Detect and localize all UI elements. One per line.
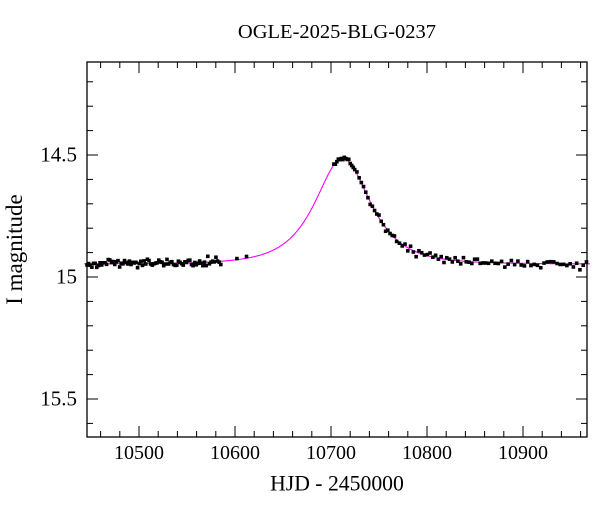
svg-text:10900: 10900 [498, 442, 548, 464]
svg-text:10600: 10600 [210, 442, 260, 464]
svg-text:14.5: 14.5 [40, 143, 77, 167]
svg-text:15.5: 15.5 [40, 387, 77, 411]
svg-text:I magnitude: I magnitude [2, 194, 27, 305]
svg-text:10800: 10800 [402, 442, 452, 464]
svg-text:10500: 10500 [114, 442, 164, 464]
svg-text:HJD - 2450000: HJD - 2450000 [270, 472, 404, 496]
svg-text:15: 15 [56, 265, 77, 289]
svg-text:OGLE-2025-BLG-0237: OGLE-2025-BLG-0237 [238, 21, 436, 43]
svg-text:10700: 10700 [306, 442, 356, 464]
